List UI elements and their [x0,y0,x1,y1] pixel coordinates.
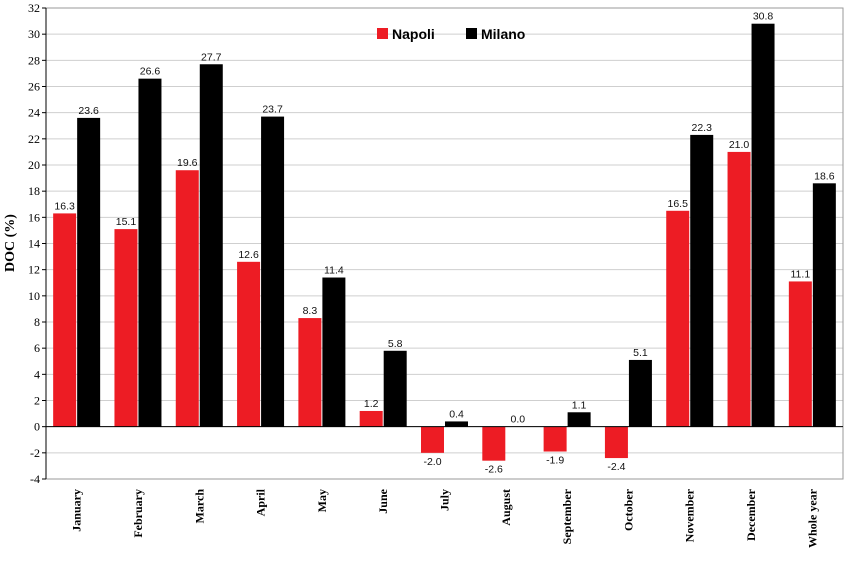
bar-napoli [359,410,383,427]
x-category-label: Whole year [805,488,819,548]
data-label-napoli: 15.1 [116,216,137,228]
data-label-napoli: 1.2 [364,398,379,410]
bar-napoli [114,229,138,427]
data-label-milano: 0.0 [511,414,526,426]
bar-milano [77,117,101,427]
x-category-label: February [131,489,145,538]
data-label-napoli: -2.6 [485,464,503,476]
data-label-milano: 1.1 [572,399,587,411]
data-label-milano: 22.3 [692,122,713,134]
bar-milano [445,421,468,427]
bar-milano [628,359,652,427]
data-label-milano: 26.6 [140,66,161,78]
data-label-napoli: -2.0 [423,456,441,468]
bar-milano [383,350,407,427]
bar-napoli [666,210,690,427]
data-labels: 16.3 23.6 15.1 26.6 19.6 27.7 12.6 23.7 8.3 11.4 1… [54,11,834,476]
bar-milano [751,23,775,427]
data-label-milano: 5.8 [388,338,403,350]
data-label-napoli: 16.3 [54,200,75,212]
y-tick-label: 10 [28,289,40,303]
x-category-label: June [376,488,390,513]
y-tick-label: 14 [28,237,40,251]
bar-napoli [421,426,444,453]
legend: Napoli Milano [377,26,525,42]
y-tick-label: -4 [30,472,40,486]
bar-milano [199,64,223,427]
data-label-milano: 18.6 [814,170,835,182]
data-label-napoli: 8.3 [303,305,318,317]
x-category-label: October [621,488,635,531]
y-tick-label: -2 [30,446,40,460]
y-tick-label: 4 [34,367,40,381]
data-label-milano: 27.7 [201,51,222,63]
x-category-label: May [315,489,329,512]
x-category-label: August [499,489,513,526]
bar-milano [138,78,162,427]
x-category-label: September [560,488,574,544]
data-label-milano: 0.4 [449,408,464,420]
y-tick-label: 22 [28,132,40,146]
x-category-label: March [192,489,206,524]
bar-napoli [727,151,751,427]
bar-napoli [543,426,567,452]
data-label-napoli: 11.1 [791,268,811,280]
x-category-label: July [438,489,452,511]
bar-napoli [175,170,199,427]
grid-lines [45,7,844,480]
bar-milano [567,412,591,427]
bar-napoli [788,281,812,427]
data-label-napoli: -2.4 [607,461,625,473]
bar-milano [322,277,346,427]
y-tick-label: 32 [28,1,40,15]
bar-milano [690,134,714,427]
y-tick-label: 16 [28,210,40,224]
data-label-napoli: 12.6 [238,249,259,261]
legend-swatch-milano [466,28,477,39]
y-tick-label: 28 [28,53,40,67]
bars [46,23,843,461]
x-category-label: December [744,488,758,541]
y-tick-label: 6 [34,341,40,355]
legend-label-napoli: Napoli [392,26,435,42]
legend-label-milano: Milano [481,26,525,42]
x-axis-categories: January February March April May June July Augu… [70,488,820,548]
bar-milano [261,116,285,427]
x-category-label: November [683,488,697,542]
y-tick-label: 12 [28,263,40,277]
y-axis-label: DOC (%) [3,214,18,272]
bar-napoli [53,213,77,427]
y-tick-label: 8 [34,315,40,329]
legend-swatch-napoli [377,28,388,39]
y-tick-label: 26 [28,80,40,94]
y-tick-label: 18 [28,184,40,198]
data-label-milano: 30.8 [753,11,774,23]
bar-napoli [482,426,506,461]
bar-napoli [237,261,261,427]
y-tick-label: 20 [28,158,40,172]
data-label-milano: 23.6 [78,105,99,117]
data-label-napoli: 21.0 [729,139,750,151]
x-category-label: April [254,488,268,516]
data-label-napoli: 16.5 [668,198,689,210]
y-tick-label: 24 [28,106,40,120]
bar-napoli [604,426,628,459]
data-label-milano: 5.1 [633,347,648,359]
x-category-label: January [70,489,84,532]
y-tick-label: 0 [34,420,40,434]
data-label-milano: 11.4 [324,265,344,277]
data-label-napoli: -1.9 [546,455,564,467]
y-tick-label: 30 [28,27,40,41]
bar-milano [812,183,836,427]
y-tick-label: 2 [34,394,40,408]
data-label-milano: 23.7 [262,104,283,116]
bar-napoli [298,318,322,427]
data-label-napoli: 19.6 [177,157,198,169]
